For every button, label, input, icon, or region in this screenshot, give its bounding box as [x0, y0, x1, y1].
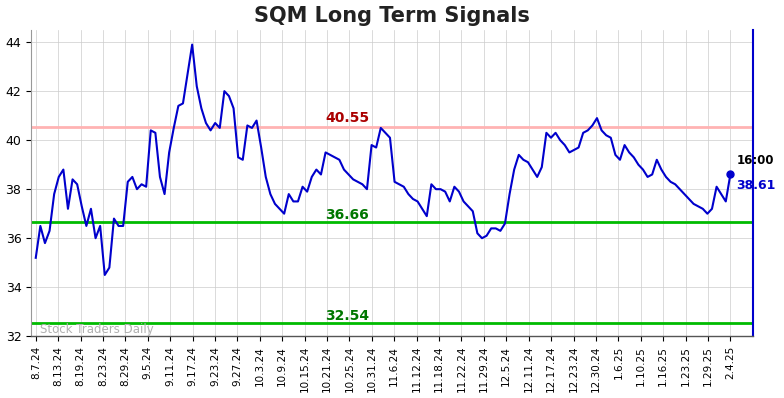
Text: Stock Traders Daily: Stock Traders Daily: [40, 322, 154, 336]
Text: 36.66: 36.66: [325, 208, 369, 222]
Text: 16:00: 16:00: [736, 154, 774, 167]
Text: 38.61: 38.61: [736, 179, 775, 192]
Text: 40.55: 40.55: [325, 111, 370, 125]
Title: SQM Long Term Signals: SQM Long Term Signals: [254, 6, 530, 25]
Text: 32.54: 32.54: [325, 309, 370, 323]
